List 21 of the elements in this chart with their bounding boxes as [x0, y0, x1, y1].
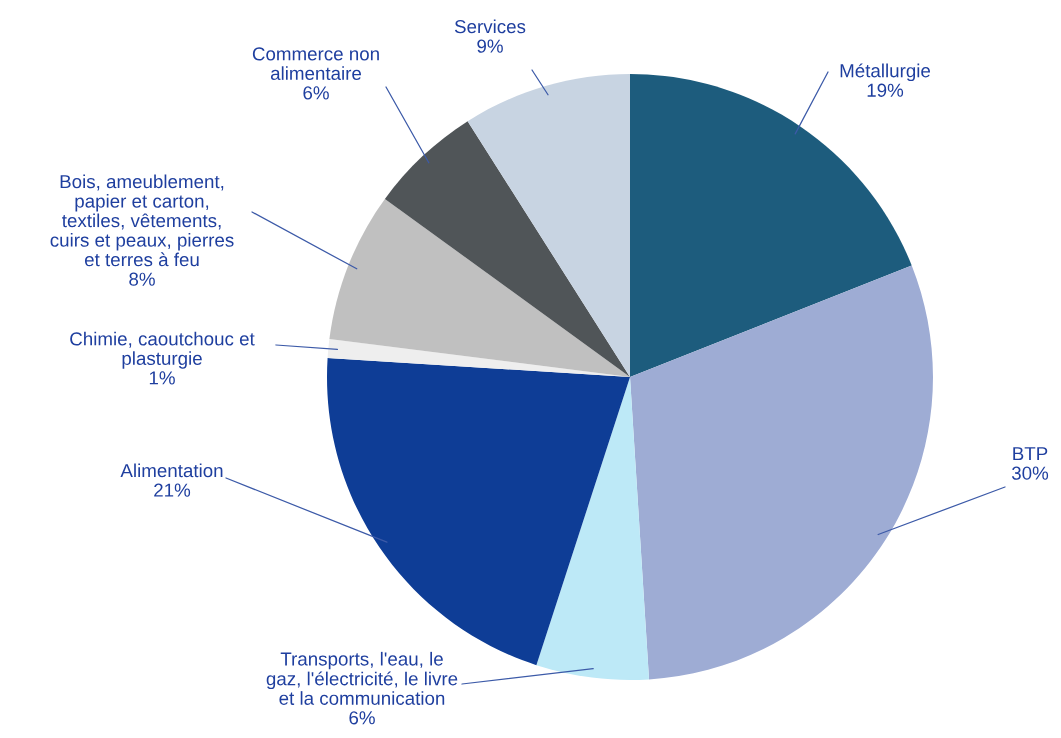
pie-slice [536, 377, 650, 680]
slice-label: Transports, l'eau, le gaz, l'électricité, le livre et la communication [266, 651, 458, 705]
slice-label: Alimentation [120, 463, 223, 478]
slice-label: Bois, ameublement, papier et carton, textiles, vêtements, cuirs et peaux, pierres et terres à feu [50, 174, 234, 267]
data-label: 19% [867, 83, 904, 97]
slice-label: Métallurgie [840, 63, 931, 82]
pie-slice [467, 74, 630, 377]
data-label: 1% [149, 371, 175, 385]
slice-label: Services [454, 19, 526, 34]
slice-label: Chimie, caoutchouc et plasturgie [70, 331, 255, 369]
data-label: 21% [154, 483, 191, 497]
data-label: 30% [1011, 466, 1049, 480]
data-label: 6% [349, 711, 375, 725]
data-label: 8% [129, 272, 155, 286]
data-label: 9% [477, 39, 503, 53]
slice-label: BTP [1013, 447, 1048, 461]
pie-slice [384, 121, 630, 377]
pie-slice [329, 198, 630, 377]
pie-slice [630, 265, 933, 680]
slice-label: Commerce non alimentaire [252, 47, 379, 81]
data-label: 6% [303, 86, 329, 100]
